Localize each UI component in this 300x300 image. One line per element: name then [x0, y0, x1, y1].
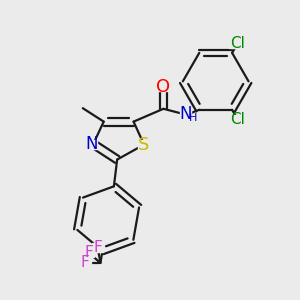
Bar [83, 248, 94, 257]
Bar [138, 140, 150, 149]
Bar [229, 39, 247, 47]
Text: H: H [189, 113, 197, 123]
Bar [229, 115, 247, 124]
Text: Cl: Cl [230, 112, 245, 127]
Text: N: N [179, 105, 191, 123]
Text: F: F [80, 255, 89, 270]
Bar [86, 140, 98, 148]
Bar [158, 82, 169, 91]
Bar [79, 258, 91, 267]
Text: O: O [156, 78, 170, 96]
Bar [180, 110, 191, 118]
Text: S: S [138, 136, 150, 154]
Text: Cl: Cl [230, 35, 245, 50]
Bar [92, 243, 103, 252]
Text: F: F [93, 240, 102, 255]
Text: F: F [84, 245, 93, 260]
Text: N: N [85, 135, 98, 153]
